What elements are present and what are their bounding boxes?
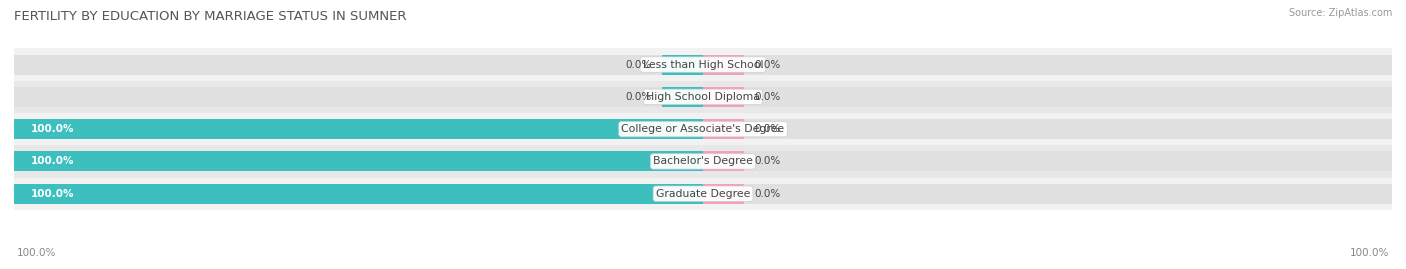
Text: Less than High School: Less than High School: [643, 59, 763, 70]
Bar: [703, 184, 1392, 204]
Text: 100.0%: 100.0%: [31, 124, 75, 134]
Text: FERTILITY BY EDUCATION BY MARRIAGE STATUS IN SUMNER: FERTILITY BY EDUCATION BY MARRIAGE STATU…: [14, 10, 406, 23]
Bar: [703, 151, 1392, 171]
Bar: [14, 178, 1392, 210]
Text: 100.0%: 100.0%: [1350, 248, 1389, 258]
Text: Bachelor's Degree: Bachelor's Degree: [652, 156, 754, 167]
Bar: [14, 81, 1392, 113]
Bar: [14, 145, 1392, 178]
Text: College or Associate's Degree: College or Associate's Degree: [621, 124, 785, 134]
Bar: [662, 87, 703, 107]
Bar: [703, 151, 744, 171]
Text: High School Diploma: High School Diploma: [647, 92, 759, 102]
Text: 0.0%: 0.0%: [755, 124, 780, 134]
Text: 100.0%: 100.0%: [31, 189, 75, 199]
Bar: [14, 119, 703, 139]
Bar: [14, 119, 703, 139]
Bar: [703, 119, 744, 139]
Bar: [14, 55, 703, 75]
Text: 0.0%: 0.0%: [755, 189, 780, 199]
Bar: [14, 184, 703, 204]
Bar: [703, 55, 744, 75]
Bar: [14, 87, 703, 107]
Bar: [703, 87, 744, 107]
Bar: [14, 151, 703, 171]
Legend: Married, Unmarried: Married, Unmarried: [617, 266, 789, 269]
Bar: [703, 184, 744, 204]
Text: 0.0%: 0.0%: [626, 92, 651, 102]
Bar: [703, 119, 1392, 139]
Bar: [14, 184, 703, 204]
Bar: [14, 48, 1392, 81]
Bar: [662, 55, 703, 75]
Text: 0.0%: 0.0%: [626, 59, 651, 70]
Bar: [703, 87, 1392, 107]
Bar: [703, 55, 1392, 75]
Text: 0.0%: 0.0%: [755, 92, 780, 102]
Text: Source: ZipAtlas.com: Source: ZipAtlas.com: [1288, 8, 1392, 18]
Text: 100.0%: 100.0%: [17, 248, 56, 258]
Bar: [14, 113, 1392, 145]
Text: 0.0%: 0.0%: [755, 59, 780, 70]
Text: 0.0%: 0.0%: [755, 156, 780, 167]
Text: Graduate Degree: Graduate Degree: [655, 189, 751, 199]
Text: 100.0%: 100.0%: [31, 156, 75, 167]
Bar: [14, 151, 703, 171]
